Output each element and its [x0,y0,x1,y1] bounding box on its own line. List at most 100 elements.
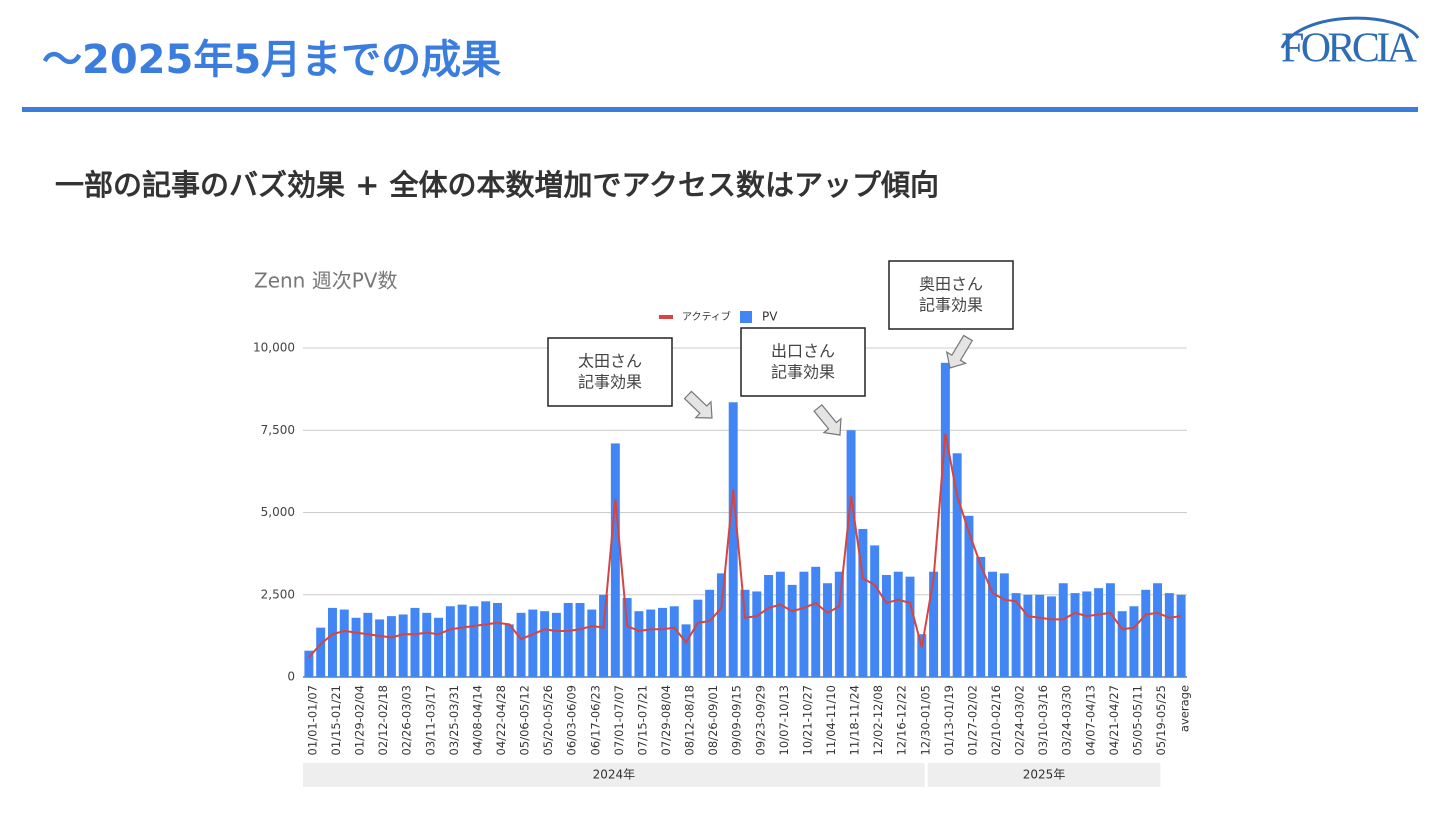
x-tick-label: 04/22-04/28 [494,685,508,755]
annotation-text: 記事効果 [771,363,835,382]
title-rule [22,107,1418,112]
x-tick-label: 10/21-10/27 [800,685,814,755]
bar [976,556,986,677]
bar [705,589,715,677]
x-tick-label: 07/01-07/07 [612,685,626,755]
x-tick-label: 09/23-09/29 [753,685,767,755]
x-tick-label: 04/21-04/27 [1107,685,1121,755]
group-label: 2025年 [1023,768,1066,782]
legend-label: アクティブ [682,310,731,323]
bar [1046,596,1056,677]
legend-swatch [659,315,673,319]
x-tick-label: 03/11-03/17 [423,685,437,755]
x-tick-label: 06/17-06/23 [588,685,602,755]
annotation-arrow [683,390,713,419]
bar [304,650,314,677]
bar [1129,606,1139,677]
annotation-box [888,260,1014,330]
x-tick-label: 01/01-01/07 [305,685,319,755]
x-tick-label: 11/18-11/24 [848,685,862,755]
bar [1011,593,1021,677]
legend-swatch [740,311,752,323]
bar [375,619,385,677]
bar [634,611,644,677]
group-label: 2024年 [593,768,636,782]
bar [775,571,785,677]
bar [646,609,656,677]
annotation-arrow [945,334,974,369]
y-tick-label: 2,500 [261,587,295,601]
x-tick-label: 04/07-04/13 [1083,685,1097,755]
x-tick-label: 04/08-04/14 [470,685,484,755]
annotation-text: 記事効果 [578,373,642,392]
x-tick-label: 12/16-12/22 [895,685,909,755]
bar [658,607,667,677]
bar [457,604,467,677]
bar [881,575,891,677]
x-tick-label: 12/30-01/05 [918,685,932,755]
x-tick-label: 02/26-03/03 [400,685,414,755]
bar [752,591,762,677]
bar [964,515,974,677]
bar [716,573,726,677]
bar [599,594,609,677]
bar [811,566,821,677]
line [308,433,1182,658]
annotation-text: 出口さん [771,342,835,361]
x-tick-label: 02/24-03/02 [1013,685,1027,755]
annotation-text: 奥田さん [919,275,983,294]
bar [893,571,903,677]
x-tick-label: 06/03-06/09 [565,685,579,755]
bar [1023,594,1033,677]
x-tick-label: 03/25-03/31 [447,685,461,755]
annotation-text: 太田さん [578,352,642,371]
bar [669,606,679,677]
y-tick-label: 5,000 [261,505,295,519]
logo-swoosh [1280,16,1420,49]
annotation-text: 記事効果 [919,296,983,315]
legend-label: PV [762,310,778,324]
bar [469,606,479,677]
bar [422,612,432,677]
x-tick-label: 05/19-05/25 [1154,685,1168,755]
bar [610,443,620,677]
x-tick-label: 05/05-05/11 [1130,685,1144,755]
logo: FORCIA [1280,16,1420,72]
x-tick-label: 08/26-09/01 [706,685,720,755]
bar [693,599,703,677]
bar [823,583,832,677]
bar [1176,594,1186,677]
bar [787,584,797,677]
x-tick-label: 01/27-02/02 [965,685,979,755]
y-tick-label: 7,500 [261,423,295,437]
bar [846,430,856,677]
bar [434,617,444,677]
annotation-box [547,337,673,407]
slide-subtitle: 一部の記事のバズ効果 + 全体の本数増加でアクセス数はアップ傾向 [55,168,939,202]
bar [740,589,750,677]
bar [988,571,997,677]
slide-title: 〜2025年5月までの成果 [42,37,501,83]
bar [681,624,691,677]
bar [999,573,1009,677]
x-tick-label: 12/02-12/08 [871,685,885,755]
bar [1105,583,1115,677]
group-band [303,763,925,787]
x-tick-label: 10/07-10/13 [777,685,791,755]
annotation-box [740,327,866,397]
x-tick-label: 02/12-02/18 [376,685,390,755]
bar [858,528,868,677]
group-band [927,763,1161,787]
bar [504,624,514,677]
x-tick-label: 05/20-05/26 [541,685,555,755]
bar [1141,589,1151,677]
bar [1117,611,1127,677]
bar [327,607,337,677]
x-tick-label: 03/10-03/16 [1036,685,1050,755]
y-tick-label: 0 [287,670,295,684]
bar [799,571,809,677]
bar [1035,594,1045,677]
x-tick-label: 01/29-02/04 [353,685,367,755]
bar [551,612,561,677]
